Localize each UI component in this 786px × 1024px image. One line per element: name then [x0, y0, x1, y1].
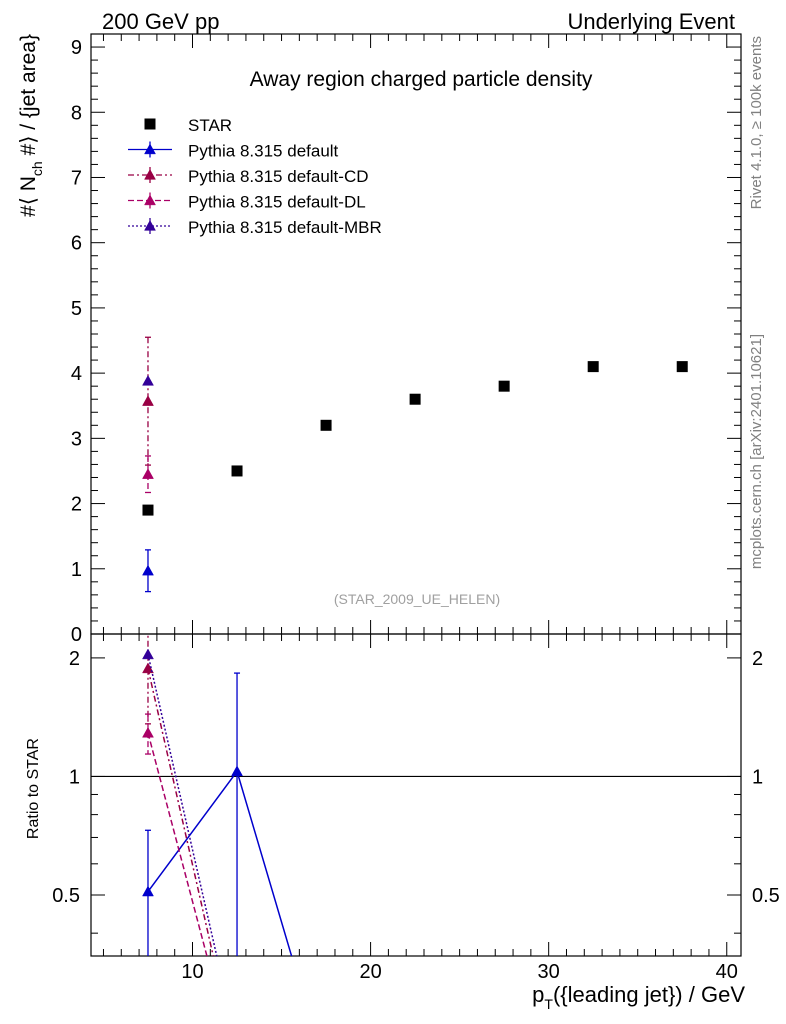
legend-entry: Pythia 8.315 default: [128, 141, 339, 161]
y-axis-label: #⟨ Nch #⟩ / {jet area}: [17, 34, 45, 217]
mc-data-point: [142, 564, 154, 576]
y-tick-label: 6: [71, 233, 82, 255]
legend-label: Pythia 8.315 default-DL: [188, 193, 366, 212]
legend-label: Pythia 8.315 default: [188, 142, 339, 161]
y-axis-label-pre: #⟨ N: [17, 176, 40, 217]
header-right: Underlying Event: [567, 9, 735, 34]
header-left: 200 GeV pp: [102, 9, 219, 34]
y-tick-label: 1: [71, 559, 82, 581]
x-axis-label: pT({leading jet}) / GeV: [532, 982, 745, 1012]
y-tick-label: 9: [71, 37, 82, 59]
y-tick-label: 5: [71, 298, 82, 320]
ratio-plot-frame: [90, 633, 742, 957]
legend-marker: [144, 168, 156, 180]
x-tick-label: 10: [181, 961, 203, 983]
legend-marker: [144, 194, 156, 206]
ratio-tick-label-left: 1: [69, 766, 80, 788]
y-axis-label-post: #⟩ / {jet area}: [17, 34, 40, 161]
mc-data-point: [142, 468, 154, 479]
y-tick-label: 0: [71, 624, 82, 646]
ratio-series-line: [147, 668, 215, 956]
x-tick-label: 40: [716, 961, 738, 983]
ratio-error-bar: [144, 829, 151, 956]
chart-title: Away region charged particle density: [250, 68, 593, 91]
x-tick-label: 30: [538, 961, 560, 983]
y-axis-label-sub: ch: [29, 161, 45, 176]
y-tick-label: 3: [71, 428, 82, 450]
ratio-y-axis-label: Ratio to STAR: [25, 738, 42, 839]
ratio-tick-label-left: 2: [69, 648, 80, 670]
x-axis-label-sub: T: [544, 996, 553, 1012]
mc-data-point: [142, 374, 154, 386]
ratio-error-bar: [234, 672, 241, 956]
star-data-point: [142, 504, 154, 516]
ratio-tick-label-right: 2: [752, 648, 763, 670]
star-data-point: [231, 465, 243, 477]
rivet-label: Rivet 4.1.0, ≥ 100k events: [748, 36, 765, 209]
legend-marker: [144, 219, 156, 231]
mc-data-point: [142, 395, 154, 406]
ratio-error-bar: [144, 634, 151, 725]
legend-label: Pythia 8.315 default-CD: [188, 167, 369, 186]
x-tick-label: 20: [359, 961, 381, 983]
ratio-tick-label-right: 1: [752, 766, 763, 788]
ratio-tick-label-left: 0.5: [52, 885, 80, 907]
ratio-data-point: [142, 885, 154, 897]
y-tick-label: 2: [71, 494, 82, 516]
legend-label: Pythia 8.315 default-MBR: [188, 218, 382, 237]
y-tick-label: 7: [71, 167, 82, 189]
ratio-series-line: [147, 732, 208, 956]
star-data-point: [320, 419, 332, 431]
ratio-tick-label-right: 0.5: [752, 885, 780, 907]
star-data-point: [676, 361, 688, 373]
legend-entry: Pythia 8.315 default-DL: [128, 192, 366, 212]
legend-marker-star: [144, 118, 156, 130]
ratio-data-point: [142, 726, 154, 738]
legend-entry: Pythia 8.315 default-CD: [128, 167, 369, 186]
mcplots-label: mcplots.cern.ch [arXiv:2401.10621]: [748, 334, 765, 569]
y-tick-label: 8: [71, 102, 82, 124]
watermark: (STAR_2009_UE_HELEN): [334, 591, 500, 607]
legend-entry: Pythia 8.315 default-MBR: [128, 218, 382, 237]
ratio-data-point: [231, 765, 243, 777]
legend-label: STAR: [188, 116, 232, 135]
ratio-series-line: [147, 769, 293, 956]
legend-entry: STAR: [144, 116, 232, 135]
x-axis-label-main: p: [532, 982, 544, 1007]
x-axis-label-rest: ({leading jet}) / GeV: [553, 982, 745, 1007]
y-tick-label: 4: [71, 363, 82, 385]
legend-marker: [144, 143, 156, 155]
star-data-point: [587, 361, 599, 373]
ratio-data-point: [142, 648, 154, 660]
star-data-point: [409, 393, 421, 405]
ratio-series-line: [147, 654, 218, 956]
ratio-series-group: [142, 634, 293, 956]
star-data-point: [498, 380, 510, 392]
